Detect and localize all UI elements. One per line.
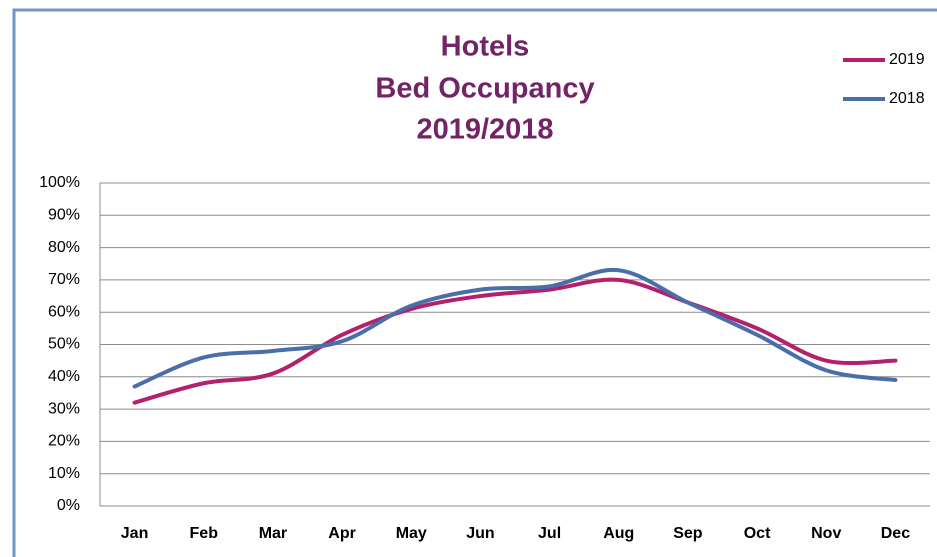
y-tick-label: 90%	[48, 207, 80, 224]
chart-title: Hotels	[441, 31, 530, 63]
y-tick-label: 20%	[48, 433, 80, 450]
chart-title: 2019/2018	[416, 114, 553, 146]
x-tick-label: Mar	[259, 525, 287, 542]
y-tick-label: 100%	[39, 174, 80, 191]
y-tick-label: 70%	[48, 271, 80, 288]
y-tick-label: 10%	[48, 465, 80, 482]
legend-label: 2019	[889, 51, 925, 68]
x-tick-label: Oct	[744, 525, 771, 542]
x-tick-label: Feb	[190, 525, 219, 542]
line-series	[132, 277, 898, 405]
chart-title: Bed Occupancy	[375, 73, 594, 105]
y-tick-label: 40%	[48, 368, 80, 385]
y-tick-label: 80%	[48, 239, 80, 256]
y-tick-label: 50%	[48, 336, 80, 353]
y-tick-label: 0%	[57, 497, 80, 514]
x-tick-label: Jul	[538, 525, 561, 542]
x-tick-label: Dec	[881, 525, 910, 542]
x-tick-label: May	[396, 525, 427, 542]
x-tick-label: Jun	[466, 525, 494, 542]
y-tick-label: 60%	[48, 303, 80, 320]
y-tick-label: 30%	[48, 400, 80, 417]
x-tick-label: Jan	[121, 525, 149, 542]
frame	[12, 8, 937, 557]
legend-label: 2018	[889, 90, 925, 107]
x-tick-label: Sep	[673, 525, 703, 542]
x-tick-label: Apr	[328, 525, 356, 542]
line-series	[132, 267, 898, 389]
x-tick-label: Nov	[811, 525, 841, 542]
x-tick-label: Aug	[603, 525, 634, 542]
